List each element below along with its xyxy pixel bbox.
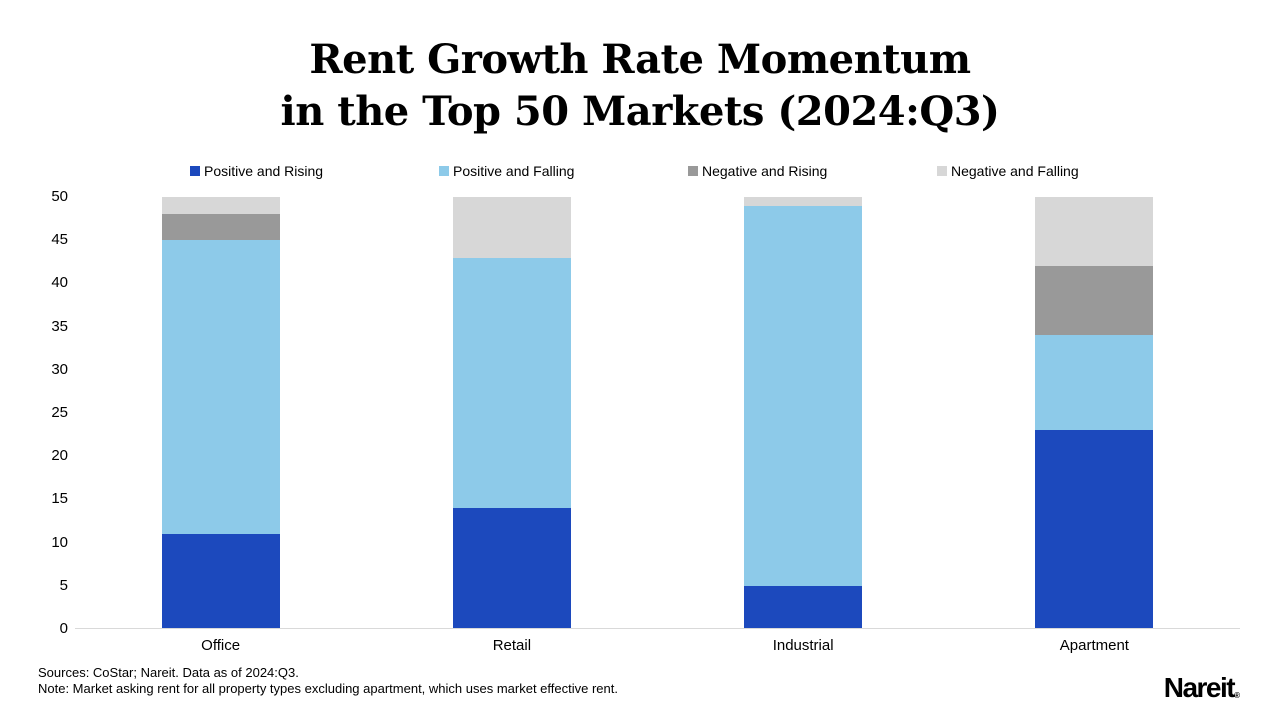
y-tick-label: 5	[59, 576, 68, 594]
y-tick-label: 40	[51, 274, 68, 292]
stacked-bar-office	[161, 197, 280, 629]
nareit-logo-text: Nareit	[1163, 672, 1236, 703]
bar-segment-office-positive-and-falling	[161, 240, 280, 534]
plot-area: 0 5 10 15 20 25 30 35 40 45 50	[0, 188, 1280, 637]
methodology-note: Note: Market asking rent for all propert…	[38, 681, 618, 696]
bar-segment-office-positive-and-rising	[161, 533, 280, 629]
legend-label: Positive and Rising	[204, 163, 324, 179]
x-axis-label-office: Office	[201, 637, 241, 654]
bar-segment-industrial-negative-and-falling	[744, 197, 863, 206]
bar-column-industrial	[658, 197, 949, 629]
bar-segment-apartment-positive-and-rising	[1035, 430, 1154, 629]
y-tick-label: 45	[51, 231, 68, 249]
x-axis-label-industrial: Industrial	[772, 637, 834, 654]
legend-item-negative-and-rising: Negative and Rising	[688, 163, 937, 179]
stacked-bar-apartment	[1035, 197, 1154, 629]
y-tick-label: 50	[51, 188, 68, 205]
legend-swatch-negative-and-falling	[937, 166, 947, 176]
legend-label: Positive and Falling	[453, 163, 575, 179]
bar-segment-retail-positive-and-falling	[452, 257, 571, 509]
legend-item-positive-and-rising: Positive and Rising	[190, 163, 439, 179]
y-tick-label: 0	[59, 620, 68, 637]
legend-label: Negative and Falling	[951, 163, 1079, 179]
x-axis-label-apartment: Apartment	[1059, 637, 1129, 654]
bar-column-apartment	[949, 197, 1240, 629]
bars-container	[75, 197, 1240, 629]
bar-segment-industrial-positive-and-falling	[744, 205, 863, 586]
legend-swatch-positive-and-falling	[439, 166, 449, 176]
chart-title-line2: in the Top 50 Markets (2024:Q3)	[280, 88, 1000, 135]
bar-segment-industrial-positive-and-rising	[744, 585, 863, 629]
bar-column-retail	[366, 197, 657, 629]
bar-segment-apartment-negative-and-falling	[1035, 197, 1154, 267]
legend-item-negative-and-falling: Negative and Falling	[937, 163, 1186, 179]
legend-label: Negative and Rising	[702, 163, 828, 179]
x-axis-line	[75, 628, 1240, 629]
legend-item-positive-and-falling: Positive and Falling	[439, 163, 688, 179]
footer: Sources: CoStar; Nareit. Data as of 2024…	[38, 665, 618, 697]
chart-title-line1: Rent Growth Rate Momentum	[309, 36, 971, 83]
y-tick-label: 20	[51, 447, 68, 465]
bar-segment-apartment-negative-and-rising	[1035, 266, 1154, 336]
bar-segment-retail-positive-and-rising	[452, 508, 571, 629]
chart-title: Rent Growth Rate Momentum in the Top 50 …	[0, 34, 1280, 138]
bar-column-office	[75, 197, 366, 629]
y-tick-label: 25	[51, 404, 68, 421]
y-tick-label: 35	[51, 317, 68, 335]
x-axis-labels: Office Retail Industrial Apartment	[75, 637, 1240, 654]
nareit-logo: Nareit®	[1164, 672, 1240, 704]
registered-trademark-icon: ®	[1234, 691, 1240, 700]
y-tick-label: 30	[51, 360, 68, 378]
chart-legend: Positive and Rising Positive and Falling N…	[190, 163, 1186, 179]
legend-swatch-negative-and-rising	[688, 166, 698, 176]
stacked-bar-retail	[452, 197, 571, 629]
y-tick-label: 10	[51, 533, 68, 551]
source-note: Sources: CoStar; Nareit. Data as of 2024…	[38, 665, 299, 680]
stacked-bar-industrial	[744, 197, 863, 629]
legend-swatch-positive-and-rising	[190, 166, 200, 176]
bar-segment-office-negative-and-falling	[161, 197, 280, 215]
bar-segment-retail-negative-and-falling	[452, 197, 571, 258]
bar-segment-apartment-positive-and-falling	[1035, 335, 1154, 431]
bar-segment-office-negative-and-rising	[161, 214, 280, 241]
x-axis-label-retail: Retail	[492, 637, 532, 654]
y-tick-label: 15	[51, 490, 68, 508]
